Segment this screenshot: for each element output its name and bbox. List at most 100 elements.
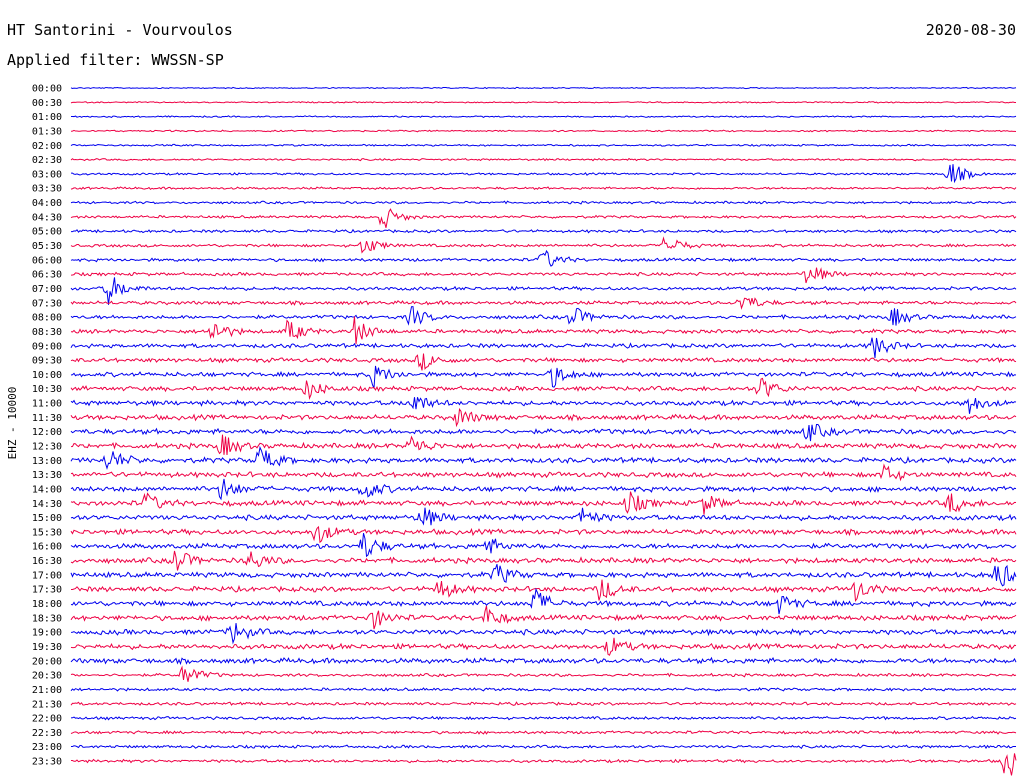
- trace-line: [70, 297, 1017, 310]
- trace-line: [70, 605, 1017, 630]
- trace-line: [70, 445, 1017, 470]
- trace-line: [70, 491, 1017, 515]
- trace-line: [70, 407, 1017, 428]
- trace-line: [70, 249, 1017, 267]
- trace-line: [70, 532, 1017, 558]
- trace-line: [70, 665, 1017, 682]
- time-label: 01:30: [32, 126, 62, 137]
- filter-label: Applied filter: WWSSN-SP: [7, 51, 224, 69]
- time-label: 09:30: [32, 356, 62, 367]
- trace-line: [70, 623, 1017, 645]
- time-label: 10:30: [32, 384, 62, 395]
- trace-line: [70, 744, 1017, 750]
- time-label: 00:30: [32, 98, 62, 109]
- time-label: 14:30: [32, 499, 62, 510]
- trace-line: [70, 200, 1017, 205]
- trace-line: [70, 478, 1017, 501]
- time-label: 20:30: [32, 671, 62, 682]
- trace-line: [70, 143, 1017, 147]
- trace-line: [70, 157, 1017, 162]
- time-label: 01:00: [32, 112, 62, 123]
- trace-line: [70, 729, 1017, 735]
- time-label: 15:30: [32, 527, 62, 538]
- trace-line: [70, 277, 1017, 305]
- time-label: 03:30: [32, 184, 62, 195]
- time-label: 23:30: [32, 757, 62, 768]
- trace-line: [70, 434, 1017, 455]
- trace-line: [70, 579, 1017, 602]
- trace-line: [70, 86, 1017, 90]
- trace-line: [70, 753, 1017, 776]
- time-label: 18:30: [32, 613, 62, 624]
- trace-line: [70, 525, 1017, 544]
- time-label: 04:00: [32, 198, 62, 209]
- trace-line: [70, 365, 1017, 389]
- trace-line: [70, 656, 1017, 666]
- trace-line: [70, 186, 1017, 191]
- time-label: 12:00: [32, 427, 62, 438]
- time-label: 06:00: [32, 255, 62, 266]
- trace-line: [70, 587, 1017, 615]
- time-label-group: 00:00 00:30 01:00 01:30 02:00 02:30 03:00 03:30…: [32, 84, 62, 768]
- time-label: 08:30: [32, 327, 62, 338]
- trace-group: [70, 86, 1017, 776]
- time-label: 17:00: [32, 570, 62, 581]
- time-label: 23:00: [32, 742, 62, 753]
- time-label: 04:30: [32, 212, 62, 223]
- trace-line: [70, 701, 1017, 707]
- time-label: 11:30: [32, 413, 62, 424]
- trace-line: [70, 715, 1017, 721]
- time-label: 17:30: [32, 585, 62, 596]
- date-label: 2020-08-30: [925, 21, 1016, 39]
- trace-line: [70, 397, 1017, 414]
- time-label: 07:00: [32, 284, 62, 295]
- trace-line: [70, 637, 1017, 656]
- time-label: 03:00: [32, 169, 62, 180]
- trace-line: [70, 353, 1017, 371]
- trace-line: [70, 101, 1017, 104]
- time-label: 13:30: [32, 470, 62, 481]
- time-label: 22:30: [32, 728, 62, 739]
- trace-line: [70, 463, 1017, 482]
- time-label: 16:30: [32, 556, 62, 567]
- station-title: HT Santorini - Vourvoulos: [7, 21, 233, 39]
- trace-line: [70, 306, 1017, 326]
- time-label: 10:00: [32, 370, 62, 381]
- time-label: 02:30: [32, 155, 62, 166]
- time-label: 16:00: [32, 542, 62, 553]
- trace-line: [70, 550, 1017, 571]
- trace-line: [70, 267, 1017, 284]
- time-label: 22:00: [32, 714, 62, 725]
- time-label: 07:30: [32, 298, 62, 309]
- time-label: 21:00: [32, 685, 62, 696]
- trace-line: [70, 423, 1017, 442]
- time-label: 08:00: [32, 313, 62, 324]
- time-label: 19:00: [32, 628, 62, 639]
- trace-line: [70, 129, 1017, 133]
- trace-line: [70, 228, 1017, 234]
- time-label: 11:00: [32, 399, 62, 410]
- trace-line: [70, 687, 1017, 692]
- time-label: 09:00: [32, 341, 62, 352]
- trace-line: [70, 507, 1017, 526]
- time-label: 20:00: [32, 656, 62, 667]
- time-label: 18:00: [32, 599, 62, 610]
- time-label: 19:30: [32, 642, 62, 653]
- time-label: 06:30: [32, 270, 62, 281]
- time-label: 13:00: [32, 456, 62, 467]
- trace-line: [70, 236, 1017, 254]
- time-label: 14:00: [32, 484, 62, 495]
- trace-line: [70, 337, 1017, 359]
- time-label: 21:30: [32, 699, 62, 710]
- time-label: 00:00: [32, 84, 62, 95]
- trace-line: [70, 563, 1017, 587]
- trace-line: [70, 164, 1017, 184]
- trace-line: [70, 316, 1017, 345]
- time-label: 02:00: [32, 141, 62, 152]
- time-label: 15:00: [32, 513, 62, 524]
- time-label: 12:30: [32, 442, 62, 453]
- trace-line: [70, 208, 1017, 228]
- trace-line: [71, 115, 1017, 118]
- trace-line: [70, 377, 1017, 400]
